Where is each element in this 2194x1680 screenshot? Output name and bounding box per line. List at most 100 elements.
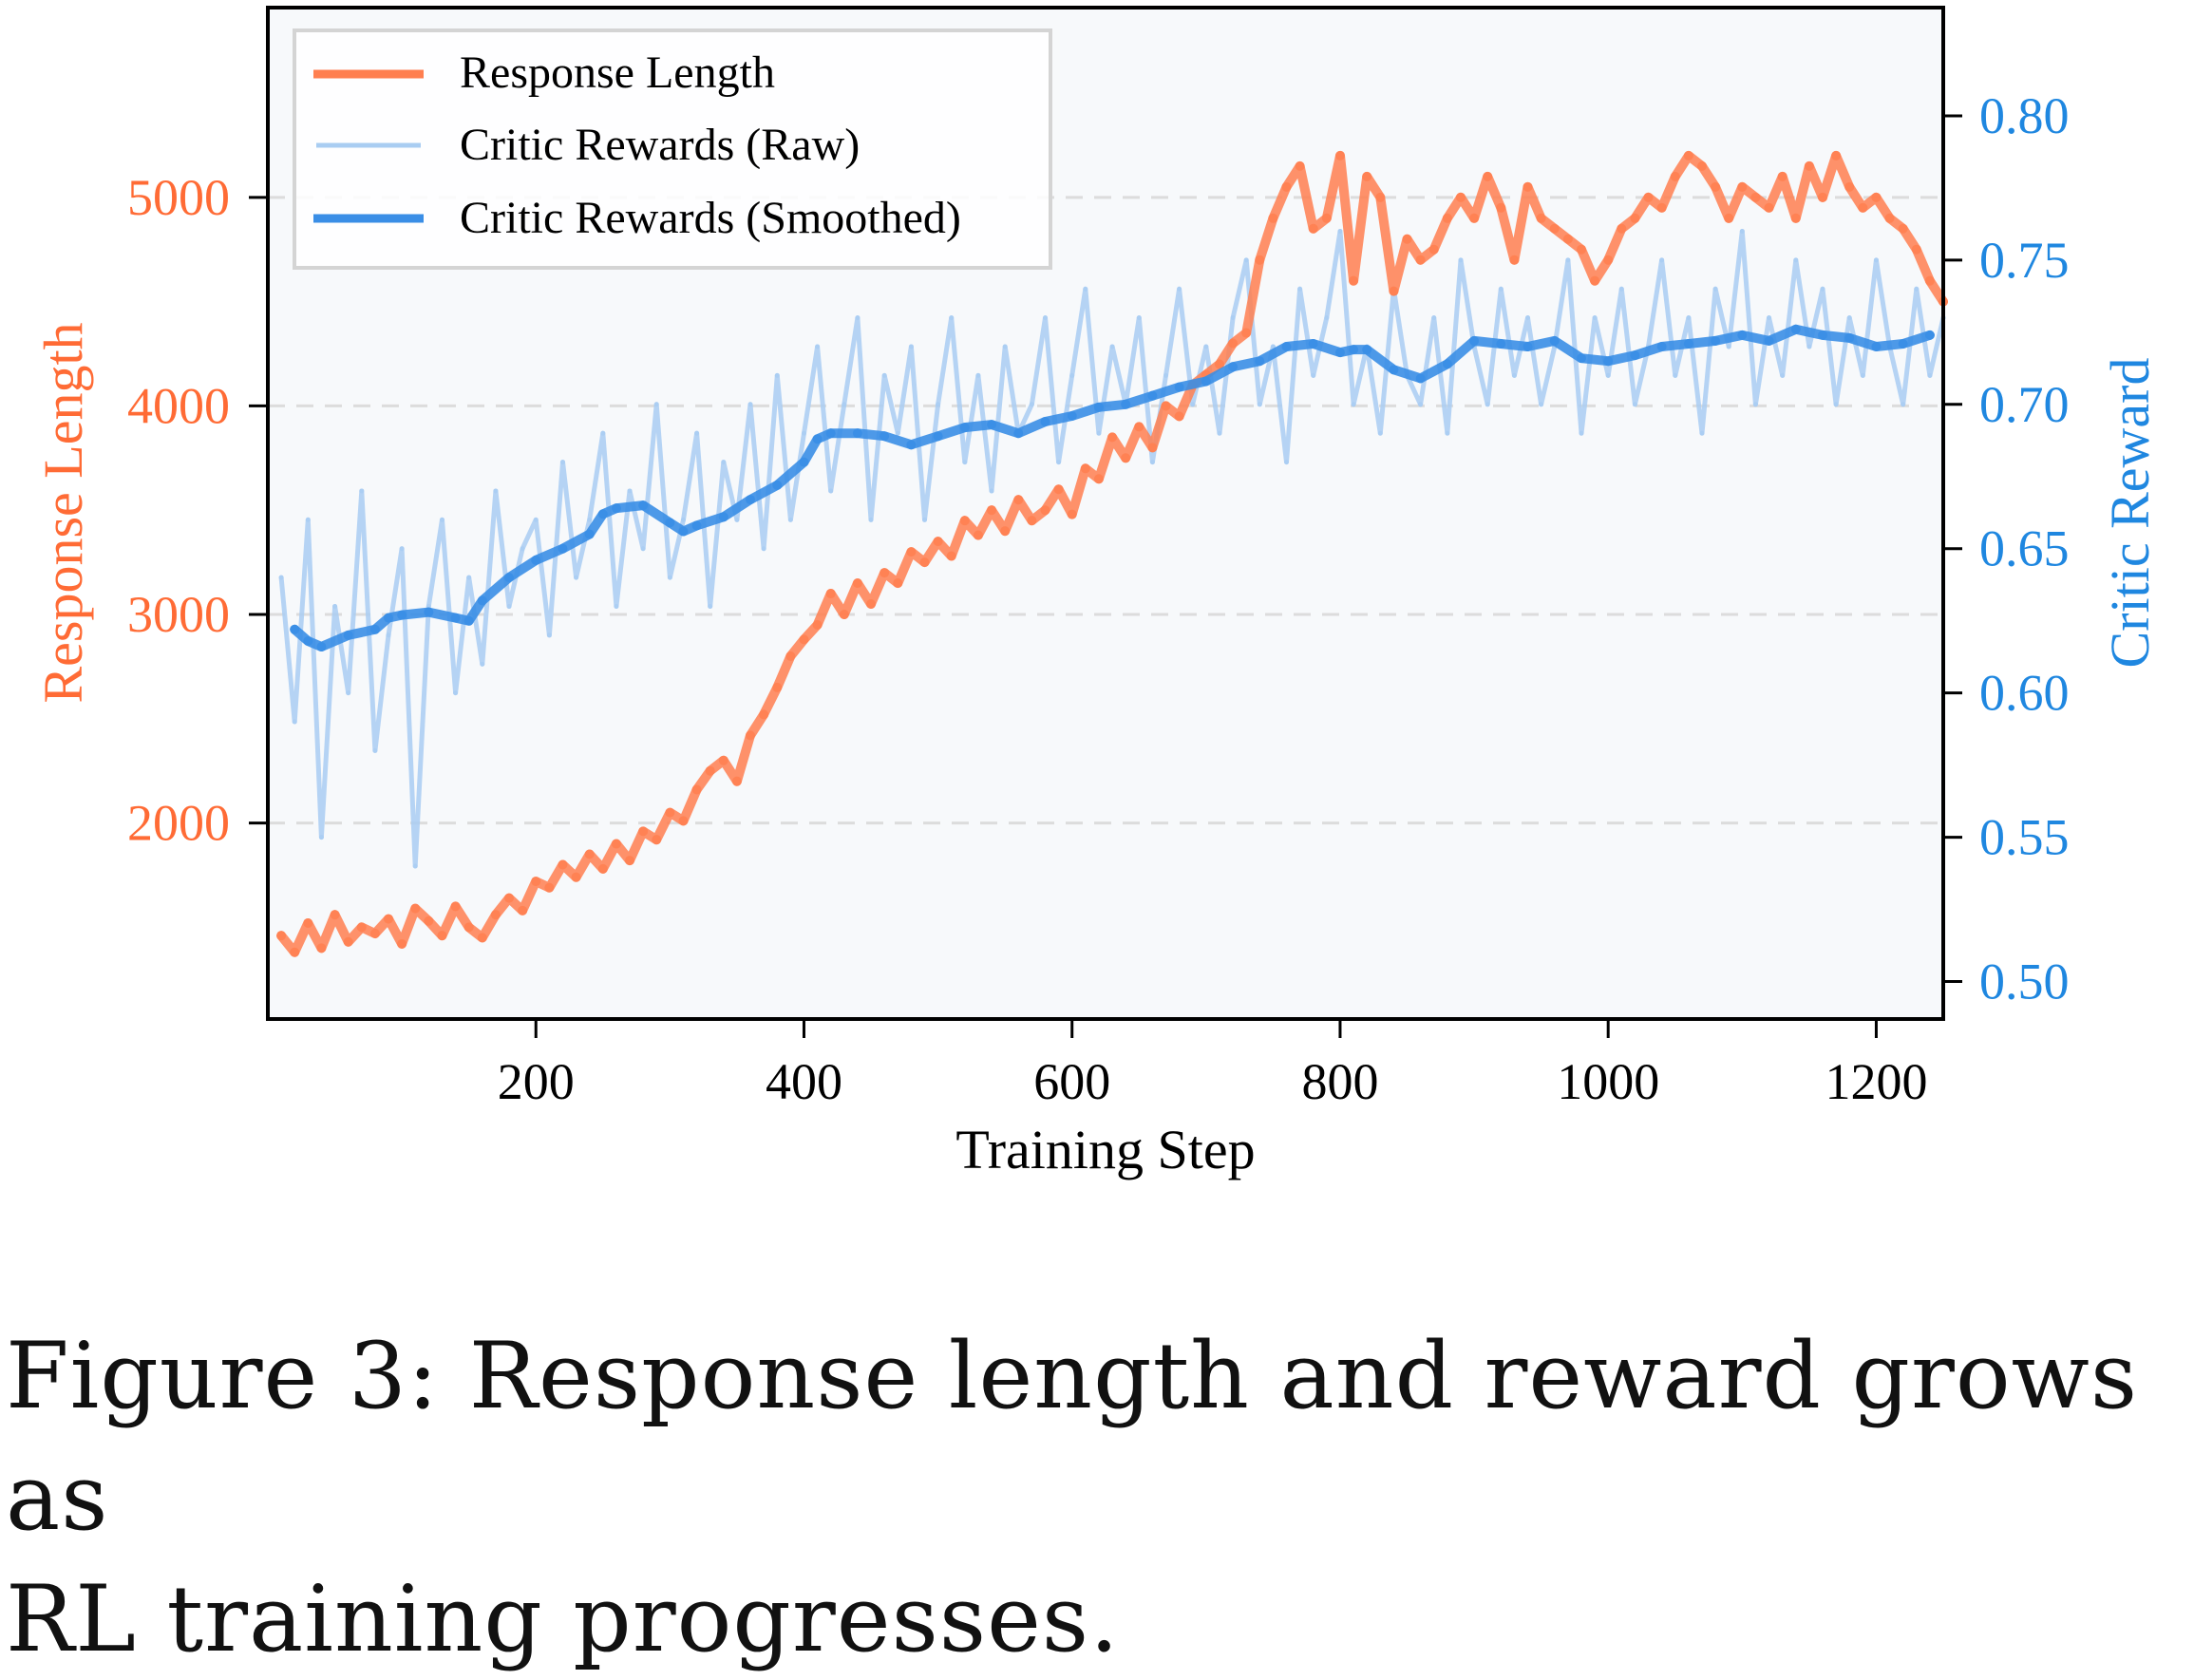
critic-raw-point xyxy=(921,517,927,522)
critic-smoothed-point xyxy=(597,509,608,519)
response-length-point xyxy=(1241,328,1252,338)
response-length-point xyxy=(772,682,783,692)
critic-raw-point xyxy=(493,488,499,494)
response-length-point xyxy=(276,931,287,941)
critic-smoothed-point xyxy=(1496,338,1506,349)
response-length-point xyxy=(839,610,849,619)
response-length-point xyxy=(1724,213,1734,223)
critic-smoothed-point xyxy=(463,615,474,626)
response-length-point xyxy=(1415,255,1426,265)
critic-raw-point xyxy=(1539,402,1544,407)
critic-smoothed-point xyxy=(1281,342,1292,352)
critic-raw-point xyxy=(815,344,821,349)
dual-axis-line-chart: 200 400 600 800 1000 1200 2000 3000 4000 5000 0.… xyxy=(32,6,2161,1180)
response-length-point xyxy=(718,755,728,765)
response-length-point xyxy=(490,910,501,920)
critic-raw-point xyxy=(1686,315,1692,321)
left-tick-label: 3000 xyxy=(127,586,230,643)
response-length-point xyxy=(1630,213,1640,223)
critic-smoothed-point xyxy=(1469,335,1480,346)
critic-smoothed-point xyxy=(825,428,836,439)
response-length-point xyxy=(1509,255,1520,265)
response-length-point xyxy=(1536,213,1546,223)
critic-raw-point xyxy=(855,315,861,321)
critic-smoothed-point xyxy=(477,595,487,606)
critic-raw-point xyxy=(640,546,646,552)
response-length-point xyxy=(369,928,380,938)
critic-raw-point xyxy=(480,661,485,667)
response-length-point xyxy=(652,835,662,845)
critic-raw-point xyxy=(774,372,780,378)
response-length-point xyxy=(1067,509,1077,519)
critic-raw-point xyxy=(1136,315,1142,321)
response-length-point xyxy=(1924,275,1935,286)
critic-raw-point xyxy=(439,517,444,522)
response-length-point xyxy=(1737,181,1748,192)
legend: Response Length Critic Rewards (Raw) Cri… xyxy=(293,28,1052,270)
critic-smoothed-point xyxy=(531,555,541,565)
critic-raw-point xyxy=(1431,315,1437,321)
response-length-point xyxy=(691,784,702,795)
critic-smoothed-point xyxy=(1415,373,1426,384)
response-length-point xyxy=(1442,213,1452,223)
response-length-point xyxy=(1696,160,1707,171)
critic-raw-point xyxy=(1605,372,1611,378)
response-length-point xyxy=(1804,160,1814,171)
response-length-point xyxy=(1402,234,1412,244)
right-tick-label: 0.50 xyxy=(1979,953,2070,1010)
response-length-point xyxy=(893,578,903,589)
critic-smoothed-point xyxy=(1630,350,1640,361)
critic-smoothed-point xyxy=(987,420,997,430)
critic-raw-point xyxy=(1726,344,1731,349)
critic-raw-point xyxy=(1927,372,1933,378)
critic-raw-point xyxy=(1069,372,1075,378)
response-length-point xyxy=(1281,181,1292,192)
response-length-point xyxy=(1496,202,1506,213)
critic-raw-point xyxy=(1860,372,1865,378)
critic-smoothed-point xyxy=(1201,376,1211,387)
critic-raw-point xyxy=(1324,315,1330,321)
critic-smoothed-point xyxy=(1924,330,1935,340)
response-length-point xyxy=(1093,474,1104,484)
critic-raw-point xyxy=(1230,315,1236,321)
critic-raw-point xyxy=(801,430,806,436)
critic-raw-point xyxy=(842,402,847,407)
response-length-point xyxy=(638,826,649,837)
response-length-point xyxy=(959,516,970,526)
critic-smoothed-point xyxy=(1683,338,1693,349)
response-length-point xyxy=(1576,244,1586,255)
critic-smoothed-point xyxy=(1040,417,1050,427)
response-length-point xyxy=(1349,275,1359,286)
critic-smoothed-point xyxy=(772,480,783,490)
critic-raw-point xyxy=(828,488,834,494)
response-length-point xyxy=(1134,422,1144,432)
response-length-point xyxy=(1777,171,1787,181)
critic-raw-point xyxy=(936,402,941,407)
critic-raw-point xyxy=(989,488,994,494)
right-axis-ticks: 0.50 0.55 0.60 0.65 0.70 0.75 0.80 xyxy=(1943,87,2070,1010)
left-tick-label: 2000 xyxy=(127,795,230,852)
response-length-point xyxy=(1255,255,1265,265)
response-length-point xyxy=(665,807,675,818)
critic-smoothed-point xyxy=(1871,342,1882,352)
critic-raw-point xyxy=(975,372,981,378)
x-tick-label: 800 xyxy=(1301,1053,1378,1110)
response-length-point xyxy=(1590,275,1600,286)
critic-raw-point xyxy=(386,632,391,638)
critic-raw-point xyxy=(1806,344,1812,349)
critic-raw-point xyxy=(1525,315,1531,321)
response-length-point xyxy=(1228,338,1239,349)
critic-smoothed-point xyxy=(1147,390,1158,401)
critic-raw-point xyxy=(1109,344,1115,349)
critic-raw-point xyxy=(1203,344,1209,349)
critic-raw-point xyxy=(1712,286,1718,292)
critic-raw-point xyxy=(1914,286,1920,292)
response-length-point xyxy=(1817,192,1827,202)
critic-smoothed-point xyxy=(397,610,407,620)
critic-raw-point xyxy=(506,603,512,609)
critic-raw-point xyxy=(332,603,338,609)
response-length-point xyxy=(1898,223,1908,234)
critic-raw-point xyxy=(1498,286,1504,292)
response-length-point xyxy=(1603,255,1614,265)
response-length-point xyxy=(463,922,474,933)
